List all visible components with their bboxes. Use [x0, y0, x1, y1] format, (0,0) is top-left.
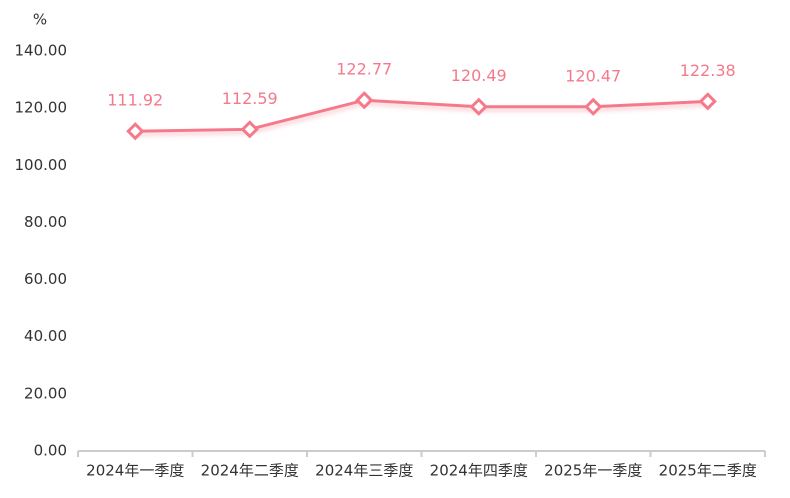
x-tick-label: 2024年一季度 [86, 462, 184, 480]
value-label: 122.77 [336, 60, 392, 79]
marker [584, 97, 603, 116]
y-tick-label: 20.00 [24, 384, 67, 402]
x-tick-label: 2025年二季度 [659, 462, 757, 480]
value-label: 112.59 [222, 89, 278, 108]
y-tick-label: 80.00 [24, 213, 67, 231]
marker [240, 120, 259, 139]
x-tick-label: 2025年一季度 [544, 462, 642, 480]
marker [355, 91, 374, 110]
y-axis-label: % [33, 11, 47, 29]
y-tick-label: 100.00 [15, 156, 68, 174]
y-tick-label: 40.00 [24, 327, 67, 345]
x-tick-label: 2024年三季度 [315, 462, 413, 480]
value-label: 120.47 [565, 66, 621, 85]
value-label: 122.38 [680, 61, 736, 80]
value-label: 120.49 [451, 66, 507, 85]
marker [698, 92, 717, 111]
marker [469, 97, 488, 116]
y-tick-label: 60.00 [24, 270, 67, 288]
y-tick-label: 140.00 [15, 42, 68, 60]
x-tick-label: 2024年四季度 [430, 462, 528, 480]
x-tick-label: 2024年二季度 [201, 462, 299, 480]
line [135, 98, 708, 133]
y-tick-label: 120.00 [15, 99, 68, 117]
value-label: 111.92 [107, 91, 163, 110]
marker [126, 122, 145, 141]
y-tick-label: 0.00 [34, 442, 67, 460]
